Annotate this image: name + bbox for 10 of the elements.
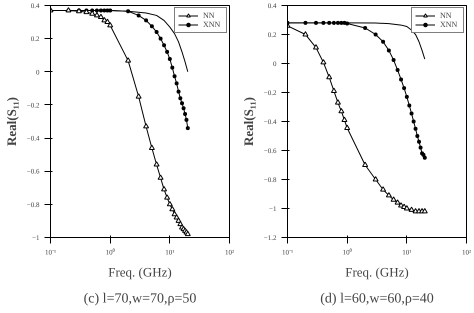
x-axis-title: Freq. (GHz) xyxy=(345,264,409,280)
y-axis-title: Real(S₁₁) xyxy=(240,97,256,146)
legend-label: NN xyxy=(203,11,216,20)
legend-label: XNN xyxy=(203,20,222,29)
legend-label: NN xyxy=(440,11,453,20)
text: (c) l=70,w=70,ρ=50 xyxy=(84,292,196,306)
y-axis-title: Real(S₁₁) xyxy=(4,97,19,146)
text: (d) l=60,w=60,ρ=40 xyxy=(320,292,434,306)
legend-label: XNN xyxy=(440,20,458,29)
x-axis-title: Freq. (GHz) xyxy=(108,264,172,280)
